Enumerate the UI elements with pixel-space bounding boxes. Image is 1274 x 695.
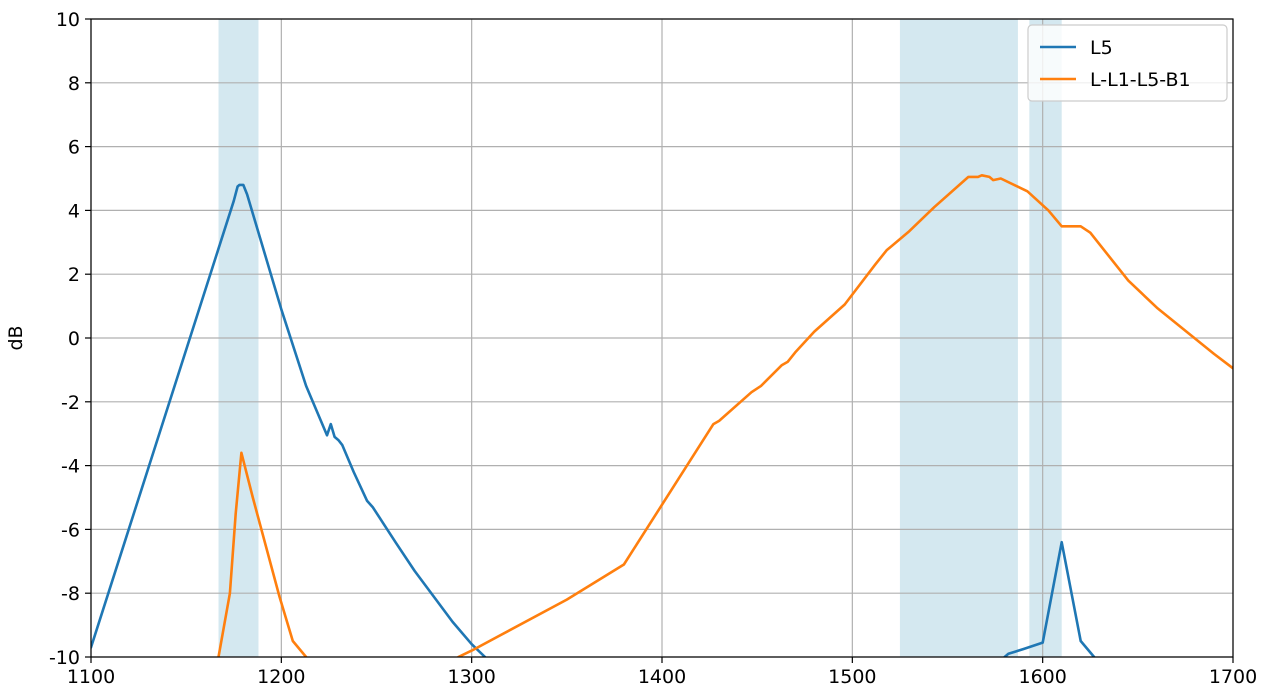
y-tick-label: 2 [68, 264, 80, 286]
x-tick-label: 1700 [1209, 666, 1257, 688]
series-line [217, 451, 308, 657]
y-tick-label: 6 [68, 137, 80, 159]
x-tick-label: 1400 [638, 666, 686, 688]
legend-label: L-L1-L5-B1 [1090, 69, 1191, 91]
y-tick-label: 8 [68, 73, 80, 95]
y-axis-ticks: -10 -8 -6 -4 -2 0 2 4 6 8 10 [49, 9, 91, 669]
x-tick-label: 1300 [447, 666, 495, 688]
legend-box [1027, 24, 1228, 102]
y-tick-label: 0 [68, 328, 80, 350]
x-tick-label: 1100 [67, 666, 115, 688]
y-tick-label: -2 [61, 392, 80, 414]
y-tick-label: 4 [68, 200, 80, 222]
y-tick-label: -8 [61, 583, 80, 605]
series-line [457, 174, 1233, 657]
series-line [1003, 540, 1096, 657]
series-line [91, 183, 487, 657]
legend-label: L5 [1090, 37, 1113, 59]
x-axis-ticks: 1100 1200 1300 1400 1500 1600 1700 [67, 657, 1257, 688]
x-tick-label: 1200 [257, 666, 305, 688]
y-axis-label: dB [5, 325, 27, 350]
y-tick-label: -4 [61, 456, 80, 478]
y-tick-label: -6 [61, 519, 80, 541]
y-tick-label: -10 [49, 647, 80, 669]
series-lines [91, 174, 1233, 657]
y-tick-label: 10 [56, 9, 80, 31]
legend: L5 L-L1-L5-B1 [1027, 24, 1228, 102]
x-tick-label: 1600 [1018, 666, 1066, 688]
x-tick-label: 1500 [828, 666, 876, 688]
